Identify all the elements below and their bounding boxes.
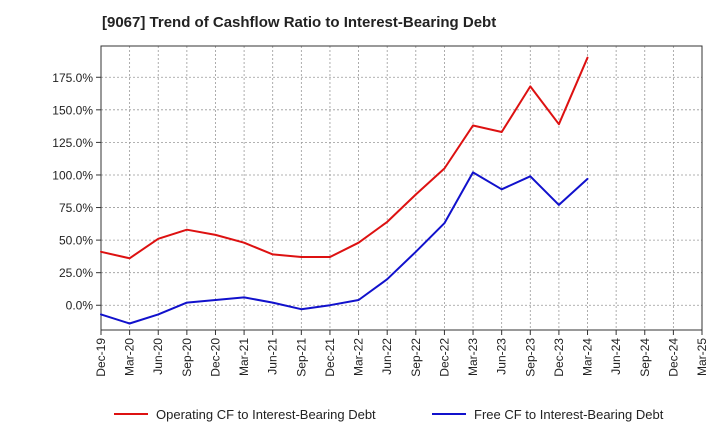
- x-tick-label: Mar-25: [695, 338, 709, 376]
- x-tick-label: Mar-24: [581, 338, 595, 376]
- x-tick-label: Jun-20: [151, 338, 165, 375]
- x-tick-label: Sep-23: [523, 338, 537, 377]
- x-tick-label: Jun-23: [495, 338, 509, 375]
- x-tick-label: Sep-24: [638, 338, 652, 377]
- legend-label-2: Free CF to Interest-Bearing Debt: [474, 407, 664, 422]
- series-line-2: [100, 171, 589, 325]
- x-tick-label: Sep-22: [409, 338, 423, 377]
- y-tick-label: 50.0%: [59, 234, 93, 248]
- y-tick-label: 150.0%: [52, 103, 93, 117]
- legend-label-1: Operating CF to Interest-Bearing Debt: [156, 407, 376, 422]
- x-tick-label: Mar-21: [237, 338, 251, 376]
- x-tick-label: Mar-20: [123, 338, 137, 376]
- x-tick-label: Dec-22: [437, 338, 451, 377]
- series-line-1: [100, 56, 589, 260]
- y-tick-label: 125.0%: [52, 136, 93, 150]
- x-tick-label: Dec-24: [666, 338, 680, 377]
- y-tick-label: 75.0%: [59, 201, 93, 215]
- y-tick-label: 25.0%: [59, 266, 93, 280]
- x-tick-label: Jun-24: [609, 338, 623, 375]
- x-tick-label: Sep-20: [180, 338, 194, 377]
- y-tick-label: 0.0%: [66, 299, 94, 313]
- chart-title: [9067] Trend of Cashflow Ratio to Intere…: [102, 14, 497, 31]
- y-tick-label: 175.0%: [52, 71, 93, 85]
- x-tick-label: Jun-22: [380, 338, 394, 375]
- x-tick-label: Mar-23: [466, 338, 480, 376]
- x-tick-label: Dec-20: [208, 338, 222, 377]
- x-tick-label: Dec-21: [323, 338, 337, 377]
- y-tick-label: 100.0%: [52, 168, 93, 182]
- x-tick-label: Mar-22: [352, 338, 366, 376]
- x-tick-label: Dec-19: [94, 338, 108, 377]
- x-tick-label: Dec-23: [552, 338, 566, 377]
- plot-frame: [100, 45, 703, 331]
- x-tick-label: Jun-21: [266, 338, 280, 375]
- x-tick-label: Sep-21: [294, 338, 308, 377]
